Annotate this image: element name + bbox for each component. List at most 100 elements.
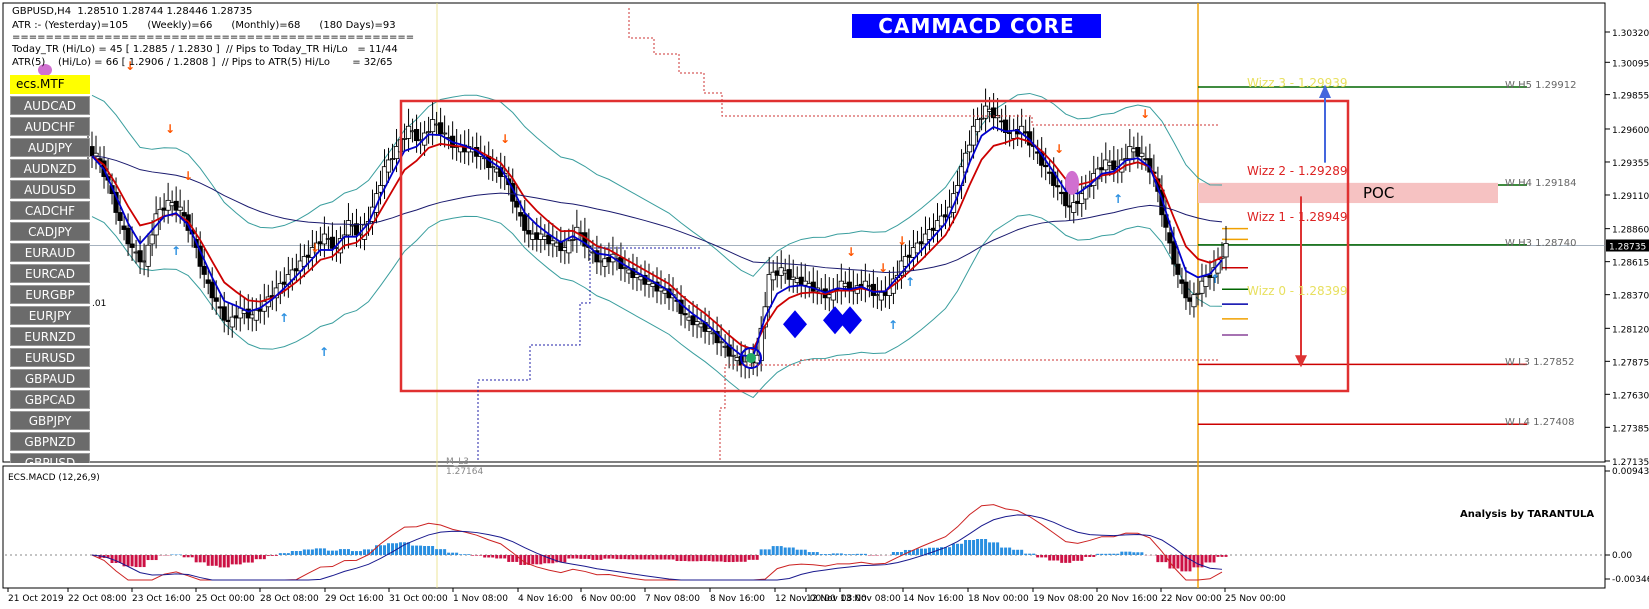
macd-histogram-bar [567, 555, 571, 559]
signal-diamond [838, 306, 862, 335]
symbol-button-eurjpy[interactable]: EURJPY [10, 306, 90, 325]
symbol-button-gbpjpy[interactable]: GBPJPY [10, 411, 90, 430]
macd-histogram-bar [1024, 553, 1028, 555]
candle-body [121, 225, 127, 230]
macd-histogram-bar [555, 555, 559, 563]
candle [430, 102, 436, 146]
candle-body [425, 131, 432, 134]
symbol-button-gbpusd[interactable]: GBPUSD [10, 453, 90, 463]
symbol-button-audchf[interactable]: AUDCHF [10, 117, 90, 136]
macd-histogram-bar [338, 549, 342, 555]
level-label-w_l4: W L4 1.27408 [1505, 417, 1575, 429]
macd-histogram-bar [1212, 555, 1216, 563]
macd-histogram-bar [1076, 555, 1080, 561]
sell-arrow-icon: ↓ [897, 234, 907, 248]
symbol-button-gbpnzd[interactable]: GBPNZD [10, 432, 90, 451]
buy-arrow-icon: ↑ [905, 275, 915, 289]
x-tick-label: 6 Nov 00:00 [581, 594, 636, 604]
symbol-button-eurcad[interactable]: EURCAD [10, 264, 90, 283]
macd-histogram-bar [455, 552, 459, 555]
candle [121, 213, 127, 241]
buy-arrow-icon: ↑ [1113, 192, 1123, 206]
y-tick-label: 1.29110 [1612, 192, 1649, 202]
candle-body [566, 240, 572, 254]
macd-histogram-bar [467, 554, 471, 555]
macd-histogram-bar [679, 555, 683, 562]
candle-body [1179, 279, 1185, 284]
macd-histogram-bar [174, 554, 178, 555]
macd-histogram-bar [1012, 549, 1016, 555]
macd-histogram-bar [222, 555, 226, 568]
macd-histogram-bar [1008, 547, 1012, 555]
symbol-button-cadjpy[interactable]: CADJPY [10, 222, 90, 241]
candle-body [514, 200, 520, 208]
candle-body [1095, 168, 1101, 180]
x-tick-label: 25 Oct 00:00 [196, 594, 255, 604]
y-tick-label: 1.27630 [1612, 391, 1649, 401]
macd-histogram-bar [1224, 555, 1228, 557]
symbol-button-audjpy[interactable]: AUDJPY [10, 138, 90, 157]
signal-circle [740, 346, 762, 369]
symbol-button-eurusd[interactable]: EURUSD [10, 348, 90, 367]
x-tick-label: 18 Nov 00:00 [968, 594, 1029, 604]
x-tick-label: 31 Oct 00:00 [389, 594, 448, 604]
symbol-button-euraud[interactable]: EURAUD [10, 243, 90, 262]
ecs-mtf-button[interactable]: ecs.MTF [10, 75, 90, 94]
macd-histogram-bar [274, 555, 278, 556]
up-arrow-head [1319, 84, 1331, 98]
macd-histogram-bar [1000, 547, 1004, 555]
candle-body [1003, 119, 1009, 133]
wizz-label-wizz2: Wizz 2 - 1.29289 [1247, 163, 1348, 178]
macd-histogram-bar [831, 553, 835, 555]
symbol-button-gbpaud[interactable]: GBPAUD [10, 369, 90, 388]
macd-histogram-bar [591, 555, 595, 560]
macd-histogram-bar [940, 547, 944, 555]
candle [125, 213, 131, 257]
candle-body [137, 250, 143, 263]
candle-body [694, 321, 700, 326]
candle [157, 197, 163, 230]
macd-tick-label: 0.0094385 [1612, 467, 1649, 477]
symbol-button-audcad[interactable]: AUDCAD [10, 96, 90, 115]
macd-histogram-bar [206, 555, 210, 566]
macd-histogram-bar [443, 549, 447, 555]
macd-histogram-bar [956, 543, 960, 555]
macd-histogram-bar [1172, 555, 1176, 569]
symbol-button-audusd[interactable]: AUDUSD [10, 180, 90, 199]
macd-histogram-bar [563, 555, 567, 563]
symbol-button-eurnzd[interactable]: EURNZD [10, 327, 90, 346]
candle-body [221, 306, 227, 321]
wizz-label-wizz1: Wizz 1 - 1.28949 [1247, 209, 1348, 224]
symbol-button-eurgbp[interactable]: EURGBP [10, 285, 90, 304]
macd-histogram-bar [130, 555, 134, 567]
macd-histogram-bar [803, 549, 807, 555]
candle [438, 107, 444, 147]
macd-histogram-bar [1136, 552, 1140, 555]
macd-histogram-bar [399, 542, 403, 555]
y-tick-label: 1.29855 [1612, 92, 1649, 102]
y-tick-label: 1.30320 [1612, 29, 1649, 39]
candle [966, 130, 973, 164]
signal-diamond [783, 310, 807, 339]
candle-body [658, 287, 664, 292]
candle-body [518, 212, 524, 217]
candle-body [129, 243, 135, 248]
macd-histogram-bar [607, 555, 611, 559]
macd-histogram-bar [619, 555, 623, 560]
macd-histogram-bar [944, 547, 948, 555]
candle-body [393, 146, 400, 160]
sell-arrow-icon: ↓ [165, 122, 175, 136]
macd-histogram-bar [1084, 555, 1088, 557]
macd-histogram-bar [627, 555, 631, 560]
macd-histogram-bar [1220, 555, 1224, 557]
level-label-w_h5: W H5 1.29912 [1505, 79, 1577, 91]
macd-histogram-bar [411, 545, 415, 555]
symbol-button-gbpcad[interactable]: GBPCAD [10, 390, 90, 409]
candle-body [1171, 241, 1177, 265]
macd-histogram-bar [775, 546, 779, 555]
symbol-button-audnzd[interactable]: AUDNZD [10, 159, 90, 178]
level-label-w_h4: W H4 1.29184 [1505, 178, 1577, 189]
symbol-button-cadchf[interactable]: CADCHF [10, 201, 90, 220]
left-low-label: M_L3 1.27164 [446, 457, 484, 477]
candle [442, 115, 448, 148]
